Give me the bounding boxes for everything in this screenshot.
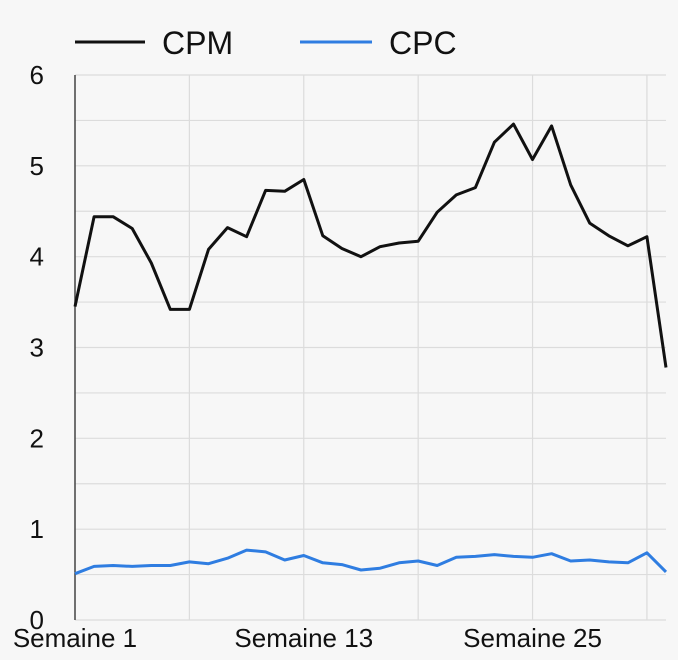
series-line-cpc xyxy=(74,548,668,576)
y-tick-label: 0 xyxy=(30,605,44,635)
y-tick-label: 2 xyxy=(30,423,44,453)
x-tick-label: Semaine 13 xyxy=(234,623,373,653)
x-tick-label: Semaine 25 xyxy=(463,623,602,653)
grid xyxy=(75,74,666,621)
y-tick-label: 5 xyxy=(30,151,44,181)
y-tick-label: 6 xyxy=(30,60,44,90)
legend-cpm-label: CPM xyxy=(162,25,233,61)
y-tick-label: 4 xyxy=(30,242,44,272)
y-tick-label: 1 xyxy=(30,514,44,544)
series-line-cpm xyxy=(73,122,668,368)
y-axis-ticks: 0 1 2 3 4 5 6 xyxy=(30,60,44,635)
legend: CPM CPC xyxy=(75,25,457,61)
y-tick-label: 3 xyxy=(30,333,44,363)
x-axis-ticks: Semaine 1 Semaine 13 Semaine 25 xyxy=(13,623,602,653)
x-tick-label: Semaine 1 xyxy=(13,623,137,653)
legend-cpc-label: CPC xyxy=(389,25,457,61)
series-layer xyxy=(73,122,668,576)
